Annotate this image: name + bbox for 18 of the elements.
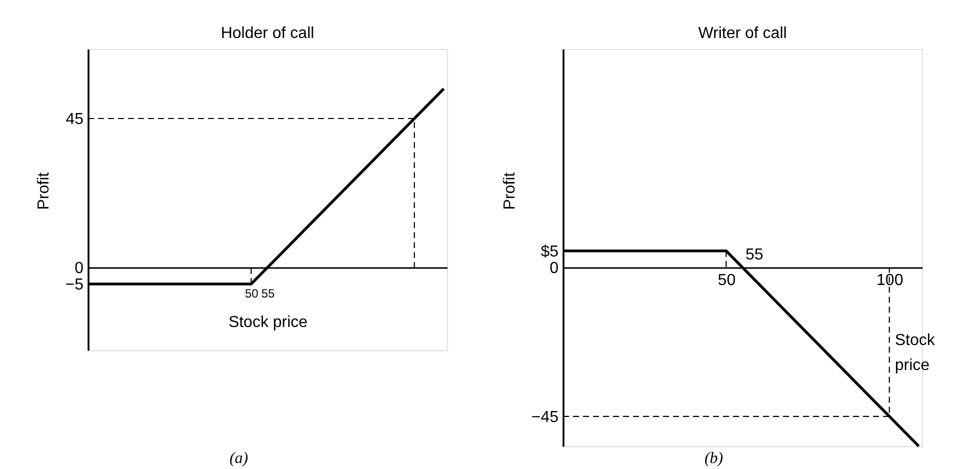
x-tick-label: 50 <box>245 286 259 301</box>
text: (a) <box>229 450 248 468</box>
chart-title: Writer of call <box>698 25 787 42</box>
annotation: 55 <box>746 246 764 264</box>
chart-title: Holder of call <box>220 25 314 42</box>
y-tick-label: 45 <box>66 111 84 128</box>
y-axis-title: Profit <box>501 172 518 210</box>
y-tick-label: 0 <box>74 260 84 277</box>
y-tick-label: −45 <box>531 408 559 426</box>
y-tick-label: 0 <box>550 260 559 277</box>
x-tick-label: 100 <box>876 272 904 289</box>
y-tick-label: $5 <box>540 243 559 260</box>
x-tick-label: 50 <box>718 272 736 289</box>
x-axis-title: Stock price <box>228 314 308 331</box>
x-axis-title: Stock price <box>894 332 936 374</box>
y-axis-title: Profit <box>35 172 52 210</box>
y-tick-label: −5 <box>65 276 84 294</box>
text: (b) <box>704 450 724 468</box>
